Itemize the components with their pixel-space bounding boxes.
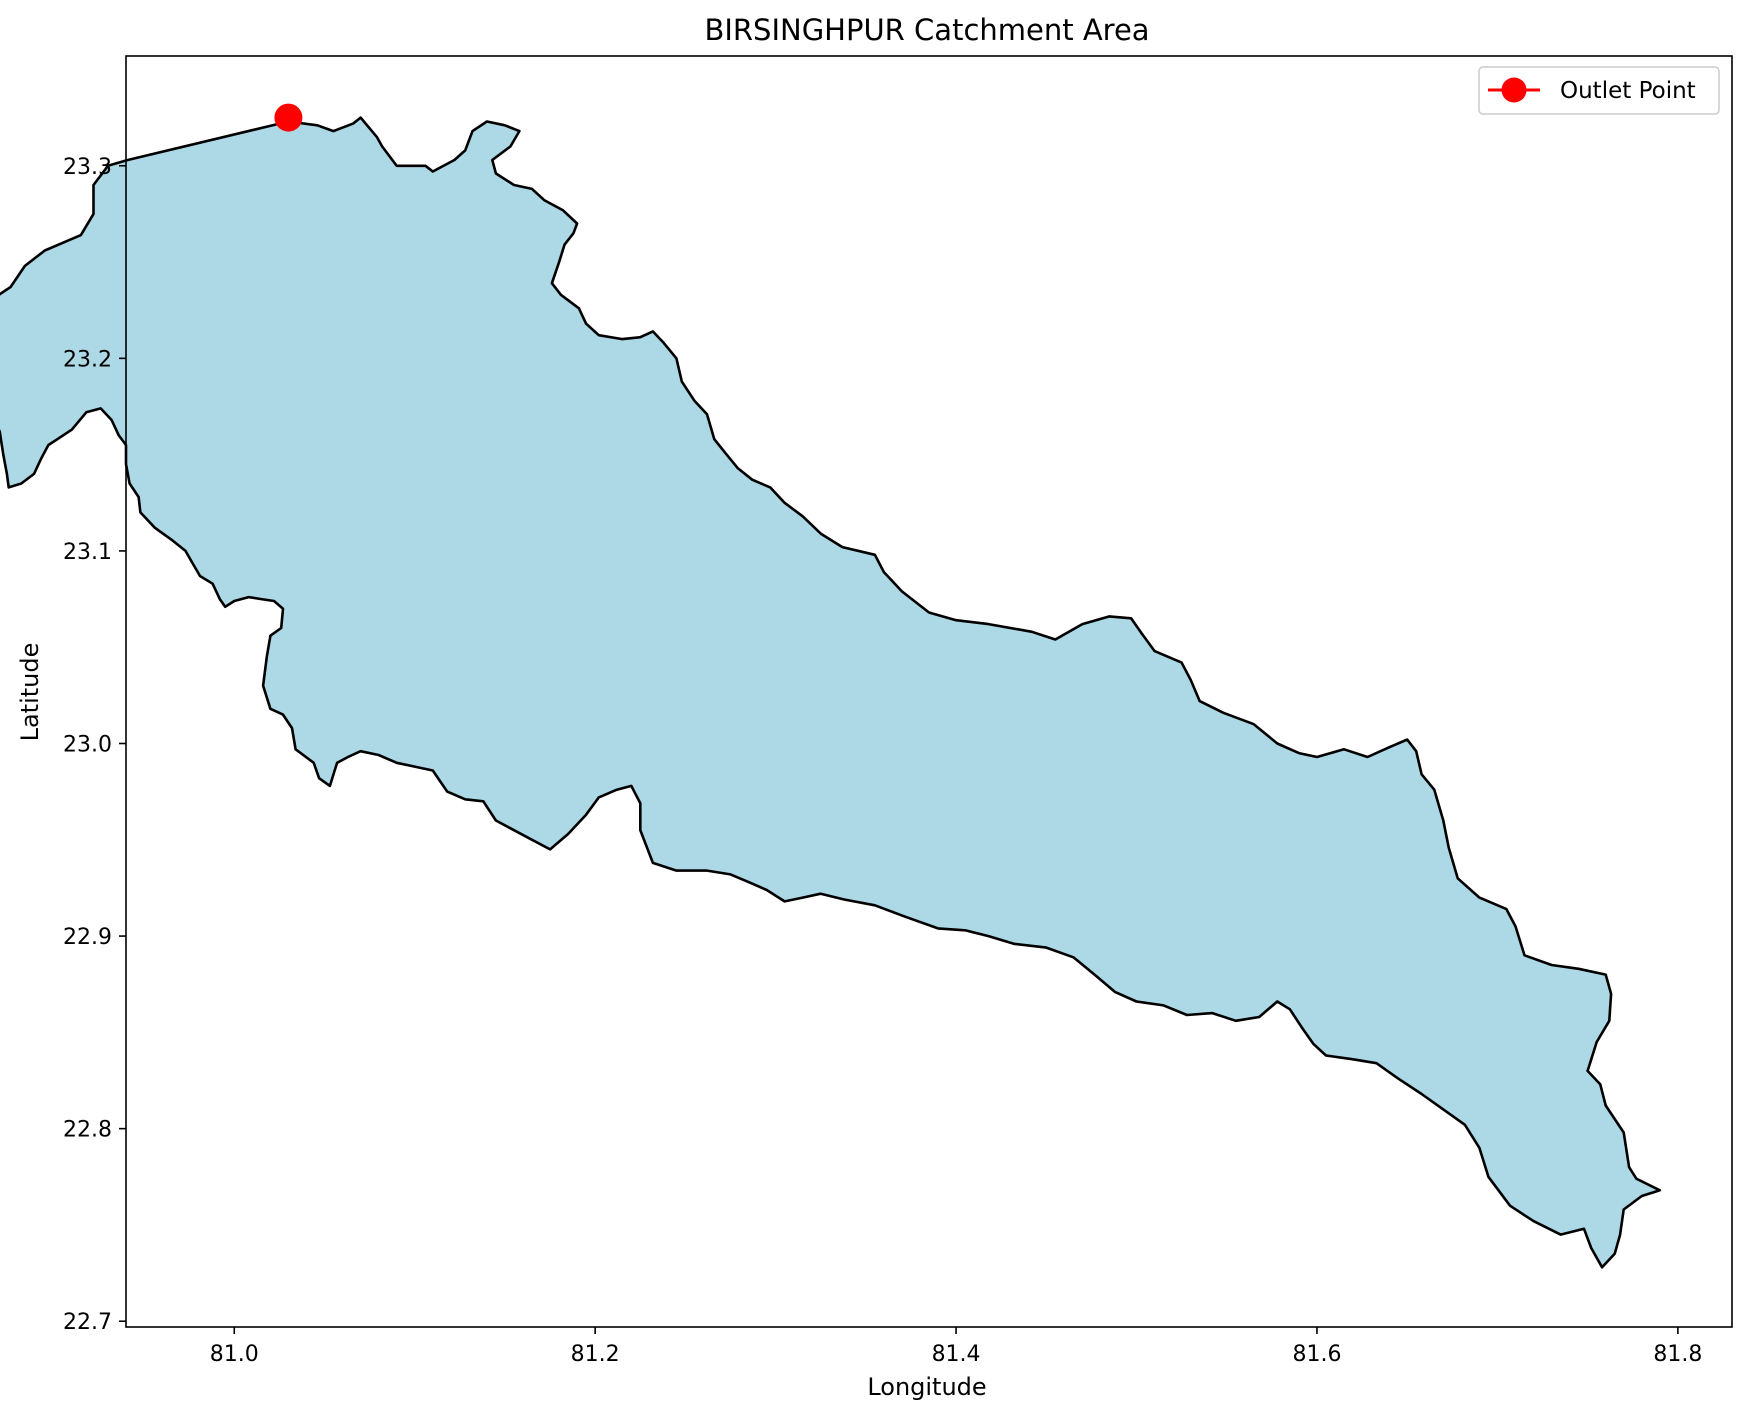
y-tick-label-1: 22.8 bbox=[63, 1118, 112, 1143]
outlet-point-marker bbox=[274, 103, 303, 132]
x-tick-label-0: 81.0 bbox=[210, 1342, 259, 1367]
plot-frame bbox=[125, 55, 1733, 1328]
y-tick-label-0: 22.7 bbox=[63, 1310, 112, 1335]
y-tick-label-2: 22.9 bbox=[63, 925, 112, 950]
y-tick-label-5: 23.2 bbox=[63, 347, 112, 372]
x-tick-label-2: 81.4 bbox=[932, 1342, 981, 1367]
x-tick-label-1: 81.2 bbox=[571, 1342, 620, 1367]
x-axis-label: Longitude bbox=[867, 1373, 986, 1401]
y-axis-label: Latitude bbox=[16, 643, 44, 742]
x-tick-label-4: 81.8 bbox=[1653, 1342, 1702, 1367]
legend: Outlet Point bbox=[1478, 66, 1720, 115]
catchment-area-polygon bbox=[0, 116, 1662, 1269]
x-tick-label-3: 81.6 bbox=[1292, 1342, 1341, 1367]
chart-title: BIRSINGHPUR Catchment Area bbox=[704, 13, 1149, 47]
y-tick-label-3: 23.0 bbox=[63, 732, 112, 757]
y-tick-label-4: 23.1 bbox=[63, 540, 112, 565]
y-tick-label-6: 23.3 bbox=[63, 155, 112, 180]
legend-box bbox=[1478, 66, 1720, 115]
legend-label: Outlet Point bbox=[1560, 78, 1696, 104]
legend-point-marker bbox=[1501, 77, 1527, 103]
